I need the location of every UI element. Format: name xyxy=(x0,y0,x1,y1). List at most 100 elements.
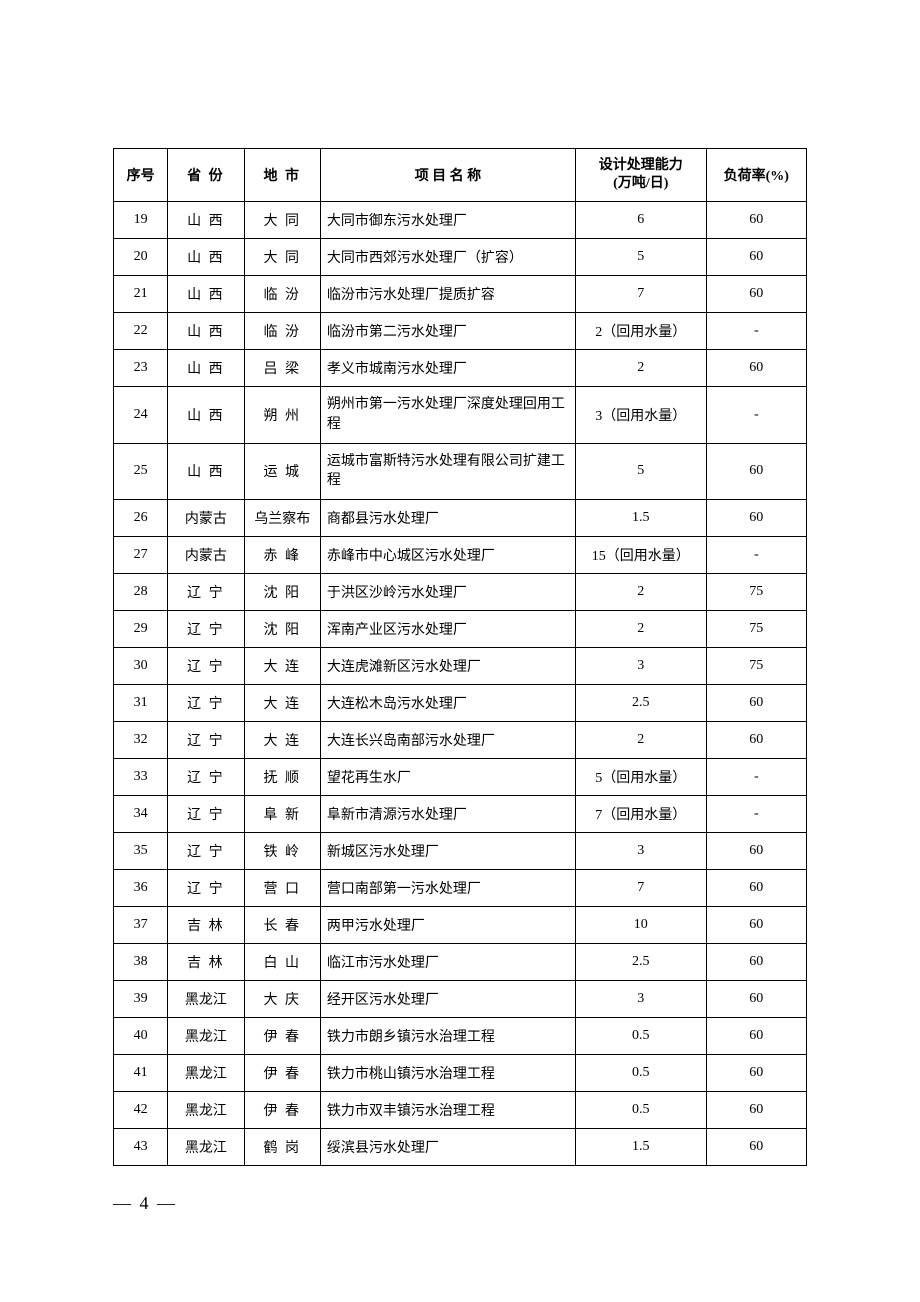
cell-project: 两甲污水处理厂 xyxy=(320,906,575,943)
cell-project: 大连虎滩新区污水处理厂 xyxy=(320,647,575,684)
cell-province: 山 西 xyxy=(168,276,244,313)
cell-capacity: 2 xyxy=(575,573,706,610)
cell-project: 大连长兴岛南部污水处理厂 xyxy=(320,721,575,758)
cell-load: 60 xyxy=(706,869,806,906)
cell-project: 阜新市清源污水处理厂 xyxy=(320,795,575,832)
cell-city: 大 连 xyxy=(244,721,320,758)
cell-num: 38 xyxy=(114,943,168,980)
table-row: 22山 西临 汾临汾市第二污水处理厂2（回用水量）- xyxy=(114,313,807,350)
header-project: 项 目 名 称 xyxy=(320,149,575,202)
cell-load: - xyxy=(706,313,806,350)
cell-num: 34 xyxy=(114,795,168,832)
cell-province: 山 西 xyxy=(168,313,244,350)
cell-num: 26 xyxy=(114,499,168,536)
cell-project: 于洪区沙岭污水处理厂 xyxy=(320,573,575,610)
table-row: 20山 西大 同大同市西郊污水处理厂（扩容）560 xyxy=(114,239,807,276)
cell-province: 山 西 xyxy=(168,202,244,239)
header-load: 负荷率(%) xyxy=(706,149,806,202)
cell-load: 60 xyxy=(706,980,806,1017)
table-row: 42黑龙江伊 春铁力市双丰镇污水治理工程0.560 xyxy=(114,1091,807,1128)
cell-load: 60 xyxy=(706,239,806,276)
header-province: 省 份 xyxy=(168,149,244,202)
cell-load: 60 xyxy=(706,1091,806,1128)
cell-province: 辽 宁 xyxy=(168,610,244,647)
table-row: 25山 西运 城运城市富斯特污水处理有限公司扩建工程560 xyxy=(114,443,807,499)
table-row: 27内蒙古赤 峰赤峰市中心城区污水处理厂15（回用水量）- xyxy=(114,536,807,573)
cell-num: 21 xyxy=(114,276,168,313)
cell-capacity: 1.5 xyxy=(575,499,706,536)
cell-city: 伊 春 xyxy=(244,1054,320,1091)
cell-num: 31 xyxy=(114,684,168,721)
cell-province: 辽 宁 xyxy=(168,684,244,721)
cell-load: 60 xyxy=(706,721,806,758)
cell-capacity: 3 xyxy=(575,647,706,684)
table-row: 38吉 林白 山临江市污水处理厂2.560 xyxy=(114,943,807,980)
cell-capacity: 2.5 xyxy=(575,943,706,980)
cell-province: 山 西 xyxy=(168,443,244,499)
table-row: 31辽 宁大 连大连松木岛污水处理厂2.560 xyxy=(114,684,807,721)
table-row: 19山 西大 同大同市御东污水处理厂660 xyxy=(114,202,807,239)
cell-num: 19 xyxy=(114,202,168,239)
cell-capacity: 2.5 xyxy=(575,684,706,721)
cell-project: 新城区污水处理厂 xyxy=(320,832,575,869)
cell-load: 75 xyxy=(706,573,806,610)
cell-project: 营口南部第一污水处理厂 xyxy=(320,869,575,906)
cell-load: 60 xyxy=(706,202,806,239)
cell-city: 吕 梁 xyxy=(244,350,320,387)
cell-city: 营 口 xyxy=(244,869,320,906)
cell-load: 60 xyxy=(706,276,806,313)
cell-project: 孝义市城南污水处理厂 xyxy=(320,350,575,387)
cell-load: - xyxy=(706,795,806,832)
cell-province: 辽 宁 xyxy=(168,647,244,684)
table-row: 21山 西临 汾临汾市污水处理厂提质扩容760 xyxy=(114,276,807,313)
cell-load: 60 xyxy=(706,1128,806,1165)
cell-num: 30 xyxy=(114,647,168,684)
table-row: 29辽 宁沈 阳浑南产业区污水处理厂275 xyxy=(114,610,807,647)
cell-num: 24 xyxy=(114,387,168,443)
cell-province: 黑龙江 xyxy=(168,1017,244,1054)
cell-project: 大同市御东污水处理厂 xyxy=(320,202,575,239)
cell-project: 铁力市双丰镇污水治理工程 xyxy=(320,1091,575,1128)
cell-load: 75 xyxy=(706,647,806,684)
cell-province: 山 西 xyxy=(168,387,244,443)
cell-province: 黑龙江 xyxy=(168,1091,244,1128)
cell-city: 沈 阳 xyxy=(244,573,320,610)
cell-load: 60 xyxy=(706,443,806,499)
table-row: 32辽 宁大 连大连长兴岛南部污水处理厂260 xyxy=(114,721,807,758)
cell-province: 辽 宁 xyxy=(168,832,244,869)
cell-load: 60 xyxy=(706,1017,806,1054)
cell-capacity: 1.5 xyxy=(575,1128,706,1165)
cell-project: 浑南产业区污水处理厂 xyxy=(320,610,575,647)
cell-load: - xyxy=(706,536,806,573)
cell-load: 75 xyxy=(706,610,806,647)
cell-num: 22 xyxy=(114,313,168,350)
cell-project: 朔州市第一污水处理厂深度处理回用工程 xyxy=(320,387,575,443)
cell-load: 60 xyxy=(706,906,806,943)
cell-capacity: 7 xyxy=(575,276,706,313)
table-row: 30辽 宁大 连大连虎滩新区污水处理厂375 xyxy=(114,647,807,684)
cell-province: 辽 宁 xyxy=(168,721,244,758)
cell-capacity: 15（回用水量） xyxy=(575,536,706,573)
cell-num: 28 xyxy=(114,573,168,610)
table-row: 37吉 林长 春两甲污水处理厂1060 xyxy=(114,906,807,943)
cell-capacity: 2（回用水量） xyxy=(575,313,706,350)
cell-load: 60 xyxy=(706,943,806,980)
cell-city: 鹤 岗 xyxy=(244,1128,320,1165)
cell-project: 临汾市污水处理厂提质扩容 xyxy=(320,276,575,313)
cell-province: 黑龙江 xyxy=(168,1128,244,1165)
table-row: 41黑龙江伊 春铁力市桃山镇污水治理工程0.560 xyxy=(114,1054,807,1091)
cell-province: 内蒙古 xyxy=(168,536,244,573)
cell-project: 大同市西郊污水处理厂（扩容） xyxy=(320,239,575,276)
cell-num: 25 xyxy=(114,443,168,499)
table-row: 39黑龙江大 庆经开区污水处理厂360 xyxy=(114,980,807,1017)
cell-num: 41 xyxy=(114,1054,168,1091)
cell-province: 吉 林 xyxy=(168,906,244,943)
cell-capacity: 2 xyxy=(575,350,706,387)
cell-num: 27 xyxy=(114,536,168,573)
cell-capacity: 3（回用水量） xyxy=(575,387,706,443)
cell-city: 大 同 xyxy=(244,202,320,239)
cell-city: 阜 新 xyxy=(244,795,320,832)
table-row: 43黑龙江鹤 岗绥滨县污水处理厂1.560 xyxy=(114,1128,807,1165)
cell-province: 辽 宁 xyxy=(168,869,244,906)
header-city: 地 市 xyxy=(244,149,320,202)
